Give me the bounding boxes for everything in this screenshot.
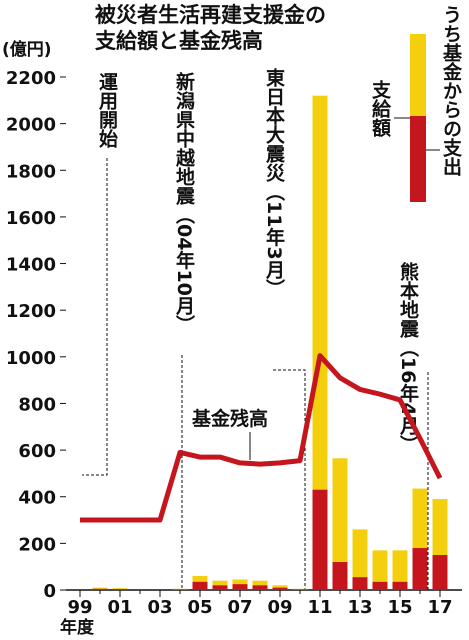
title-line: 被災者生活再建支援金の — [95, 3, 326, 27]
bar — [332, 458, 348, 590]
bar — [232, 584, 248, 590]
y-tick-label: 0 — [43, 581, 56, 602]
annotation: 新潟県中越地震（04年10月） — [173, 71, 196, 334]
bar — [372, 550, 388, 590]
y-tick-label: 1600 — [6, 208, 56, 229]
x-tick-label: 11 — [307, 597, 332, 618]
title-line: 支給額と基金残高 — [95, 29, 263, 53]
bar — [272, 587, 288, 590]
bar — [332, 562, 348, 590]
bar — [92, 588, 108, 590]
annotation: 運用開始 — [96, 72, 118, 149]
legend-label: うち基金からの支出 — [440, 5, 463, 176]
bar — [372, 581, 388, 590]
annotation: 熊本地震（16年4月） — [397, 261, 420, 454]
x-tick-label: 07 — [227, 597, 252, 618]
line — [80, 353, 443, 523]
bar — [432, 555, 448, 590]
leader — [273, 369, 306, 590]
y-tick-label: 2200 — [6, 68, 56, 89]
y-tick-label: 600 — [18, 441, 56, 462]
leader — [82, 158, 108, 476]
legend-swatch — [410, 34, 426, 116]
x-tick-label: 99 — [67, 597, 92, 618]
x-tick-label: 09 — [267, 597, 292, 618]
x-axis-label: 年度 — [60, 617, 95, 638]
y-tick-label: 2000 — [6, 115, 56, 136]
x-tick-label: 01 — [107, 597, 132, 618]
y-axis-label: (億円) — [2, 39, 52, 60]
legend-label: 支給額 — [369, 80, 392, 138]
y-tick-label: 200 — [18, 534, 56, 555]
y-tick-label: 1200 — [6, 301, 56, 322]
bar — [312, 489, 328, 590]
bar — [252, 585, 268, 590]
y-tick-label: 400 — [18, 488, 56, 509]
bar — [412, 548, 428, 590]
bar — [212, 585, 228, 590]
bar — [112, 589, 128, 590]
bar — [292, 589, 308, 590]
x-tick-label: 03 — [147, 597, 172, 618]
bar — [312, 95, 328, 591]
y-tick-label: 1400 — [6, 255, 56, 276]
y-tick-label: 800 — [18, 394, 56, 415]
x-tick-label: 13 — [347, 597, 372, 618]
annotation: 東日本大震災（11年3月） — [263, 67, 286, 298]
bar — [192, 581, 208, 590]
x-tick-label: 05 — [187, 597, 212, 618]
bar — [352, 529, 368, 590]
line-label: 基金残高 — [191, 407, 268, 430]
x-tick-label: 17 — [427, 597, 452, 618]
bar — [392, 550, 408, 590]
y-tick-label: 1000 — [6, 348, 56, 369]
bar — [392, 581, 408, 590]
bar — [172, 589, 188, 590]
bar — [352, 577, 368, 590]
legend-swatch — [410, 116, 426, 202]
x-tick-label: 15 — [387, 597, 412, 618]
y-tick-label: 1800 — [6, 161, 56, 182]
